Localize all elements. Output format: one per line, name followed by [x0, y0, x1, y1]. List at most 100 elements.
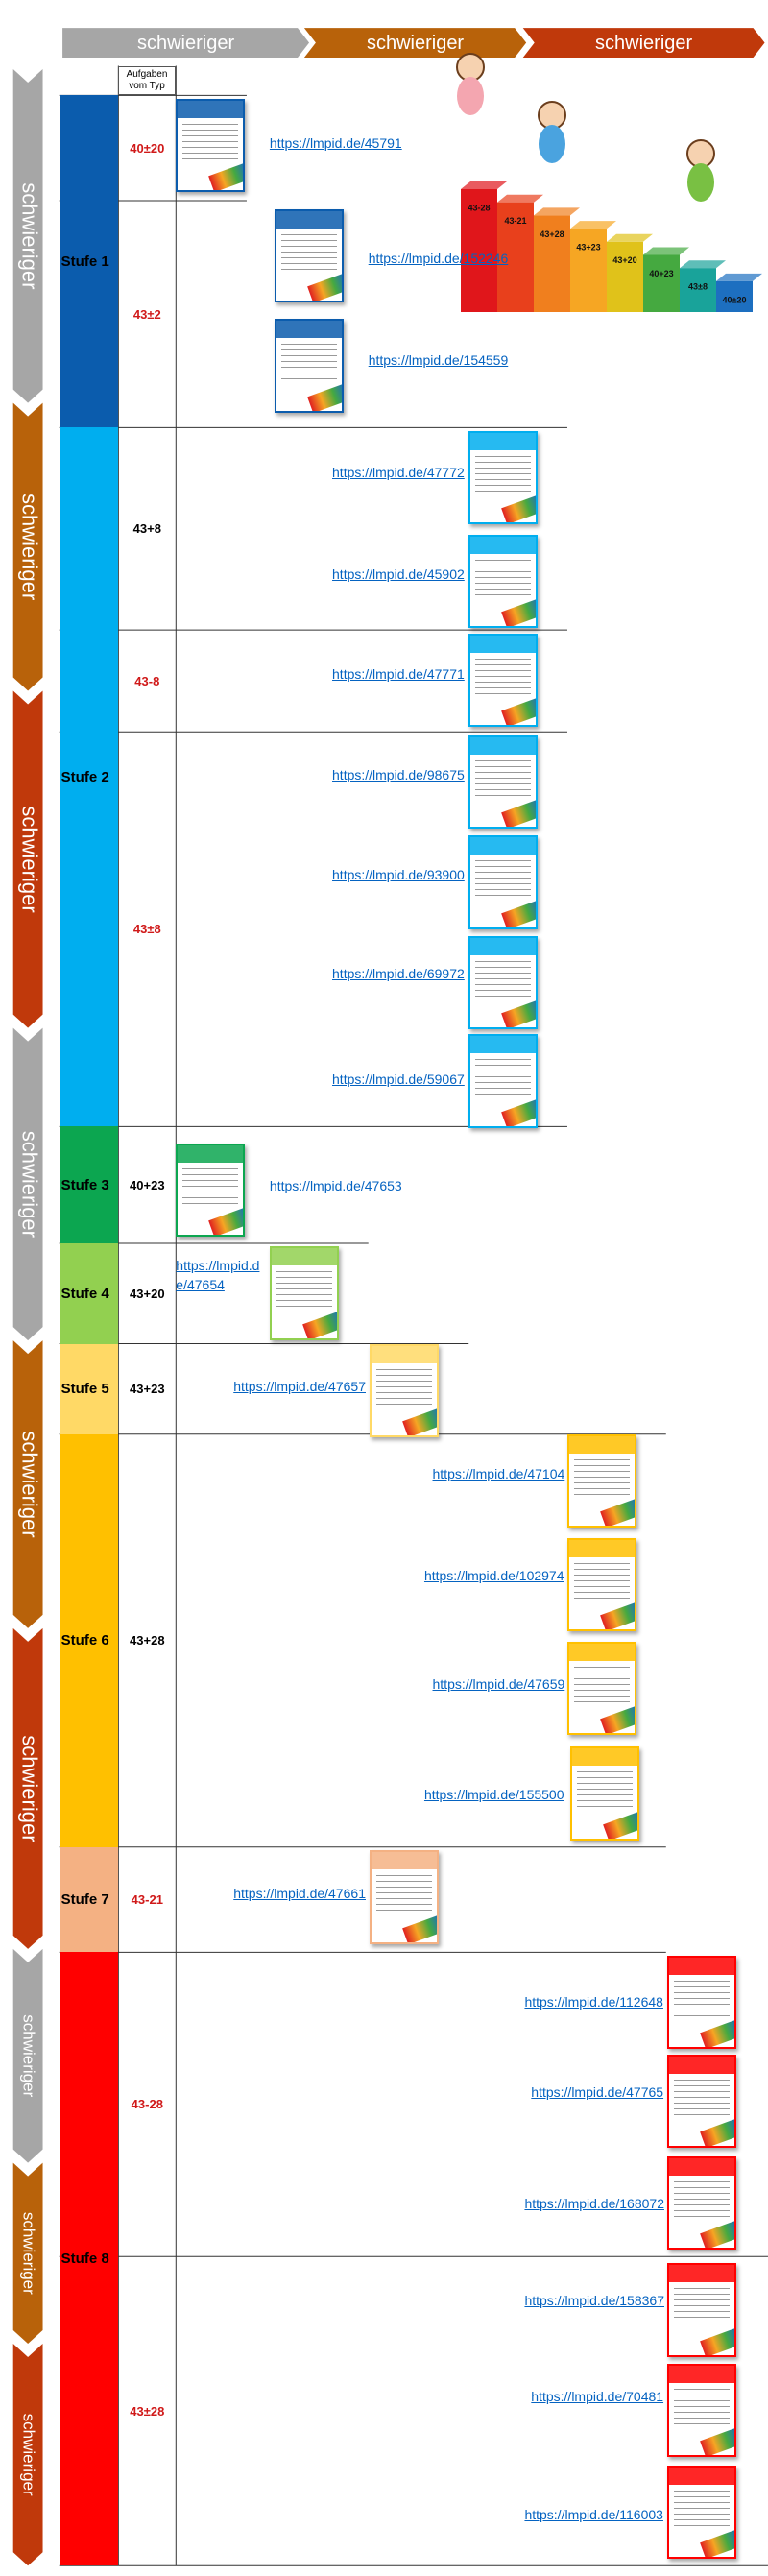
thumb-deco [402, 1408, 438, 1436]
thumb-lines [475, 455, 532, 494]
side-arrow-label: schwieriger [20, 2414, 38, 2496]
thumb-header [470, 736, 537, 755]
link[interactable]: https://lmpid.de/59067 [332, 1071, 465, 1087]
thumb-header [572, 1748, 638, 1767]
kid-head [456, 53, 485, 82]
link[interactable]: https://lmpid.de/155500 [423, 1786, 564, 1802]
thumb-deco [700, 2327, 735, 2355]
worksheet-thumbnail [566, 1641, 636, 1736]
thumb-deco [501, 1098, 537, 1127]
link[interactable]: https://lmpid.de/152246 [368, 250, 509, 266]
link[interactable]: https://lmpid.de/47659 [432, 1676, 565, 1693]
worksheet-thumbnail [275, 319, 344, 413]
thumb-header [568, 1539, 635, 1557]
side-arrow [12, 2344, 43, 2566]
thumb-deco [501, 900, 537, 927]
link[interactable]: https://lmpid.de/70481 [531, 2388, 664, 2404]
stair-step [607, 241, 643, 312]
stair-label: 43+20 [612, 255, 636, 265]
link[interactable]: https://lmpid.de/69972 [332, 966, 465, 982]
type-label: 43-8 [134, 673, 160, 688]
thumb-deco [700, 2118, 735, 2147]
worksheet-thumbnail [468, 633, 539, 728]
worksheet-thumbnail [269, 1246, 339, 1341]
link[interactable]: https://lmpid.de/168072 [524, 2196, 664, 2212]
stair-step [461, 189, 497, 312]
worksheet-thumbnail [667, 1955, 737, 2050]
thumb-lines [281, 233, 337, 273]
thumb-header [470, 635, 537, 653]
level-label: Stufe 8 [59, 1952, 119, 2566]
kid-head [538, 101, 566, 130]
header-arrow [522, 28, 765, 58]
link[interactable]: https://lmpid.de/47657 [233, 1379, 366, 1395]
link[interactable]: https://lmpid.de/47653 [269, 1178, 402, 1194]
header-arrow-label: schwieriger [595, 33, 692, 54]
thumb-deco [600, 1705, 635, 1734]
worksheet-thumbnail [566, 1537, 636, 1632]
worksheet-thumbnail [667, 2363, 737, 2458]
type-label: 43+28 [130, 1633, 165, 1649]
type-header: Aufgaben vom Typ [118, 66, 176, 95]
stair-label: 40+23 [649, 269, 673, 278]
thumb-header [669, 2467, 735, 2485]
worksheet-thumbnail [176, 1143, 246, 1238]
header-arrow-label: schwieriger [367, 33, 464, 54]
side-arrow-label: schwieriger [17, 494, 41, 600]
worksheet-thumbnail [370, 1343, 440, 1438]
link[interactable]: https://lmpid.de/45902 [332, 566, 465, 582]
thumb-lines [475, 1059, 532, 1098]
link[interactable]: https://lmpid.de/47654 [176, 1257, 260, 1292]
link[interactable]: https://lmpid.de/116003 [524, 2507, 663, 2523]
link[interactable]: https://lmpid.de/158367 [524, 2293, 664, 2309]
thumb-header [372, 1852, 438, 1870]
stair-top [461, 181, 507, 189]
thumb-header [178, 100, 244, 118]
thumb-lines [376, 1875, 433, 1914]
link[interactable]: https://lmpid.de/154559 [368, 352, 509, 369]
link[interactable]: https://lmpid.de/98675 [332, 766, 465, 782]
type-label: 43+20 [130, 1286, 165, 1301]
thumb-header [372, 1345, 438, 1363]
side-arrow-label: schwieriger [17, 1431, 41, 1537]
worksheet-thumbnail [570, 1746, 640, 1841]
thumb-lines [674, 2180, 731, 2220]
type-label: 40±20 [130, 140, 165, 156]
thumb-lines [573, 1666, 630, 1705]
type-label: 43±28 [130, 2403, 165, 2419]
stair-step [570, 229, 607, 312]
link[interactable]: https://lmpid.de/47771 [332, 666, 465, 683]
thumb-lines [573, 1458, 630, 1498]
thumb-deco [501, 495, 537, 523]
link[interactable]: https://lmpid.de/47661 [233, 1885, 366, 1901]
stair-top [570, 221, 616, 229]
link[interactable]: https://lmpid.de/45791 [269, 135, 402, 152]
link[interactable]: https://lmpid.de/47104 [432, 1465, 565, 1481]
worksheet-thumbnail [468, 1034, 539, 1129]
worksheet-thumbnail [667, 2054, 737, 2149]
stair-label: 43+23 [576, 242, 600, 252]
link[interactable]: https://lmpid.de/93900 [332, 867, 465, 883]
thumb-header [470, 1036, 537, 1054]
link[interactable]: https://lmpid.de/112648 [524, 1993, 663, 2010]
thumb-header [276, 321, 342, 339]
link[interactable]: https://lmpid.de/47772 [332, 464, 465, 480]
thumb-deco [700, 2530, 735, 2558]
thumb-lines [573, 1562, 630, 1601]
level-label: Stufe 5 [59, 1343, 119, 1434]
thumb-deco [700, 2221, 735, 2249]
level-label: Stufe 3 [59, 1126, 119, 1243]
kid-head [686, 139, 715, 168]
type-label: 43±8 [132, 922, 161, 937]
stair-top [497, 194, 543, 203]
thumb-lines [182, 1168, 239, 1207]
link[interactable]: https://lmpid.de/102974 [423, 1568, 564, 1584]
side-arrow [12, 1027, 43, 1341]
worksheet-thumbnail [566, 1433, 636, 1529]
thumb-lines [674, 2288, 731, 2327]
thumb-lines [674, 2490, 731, 2529]
link[interactable]: https://lmpid.de/47765 [531, 2083, 664, 2100]
thumb-lines [376, 1368, 433, 1408]
side-arrow-label: schwieriger [17, 182, 41, 289]
